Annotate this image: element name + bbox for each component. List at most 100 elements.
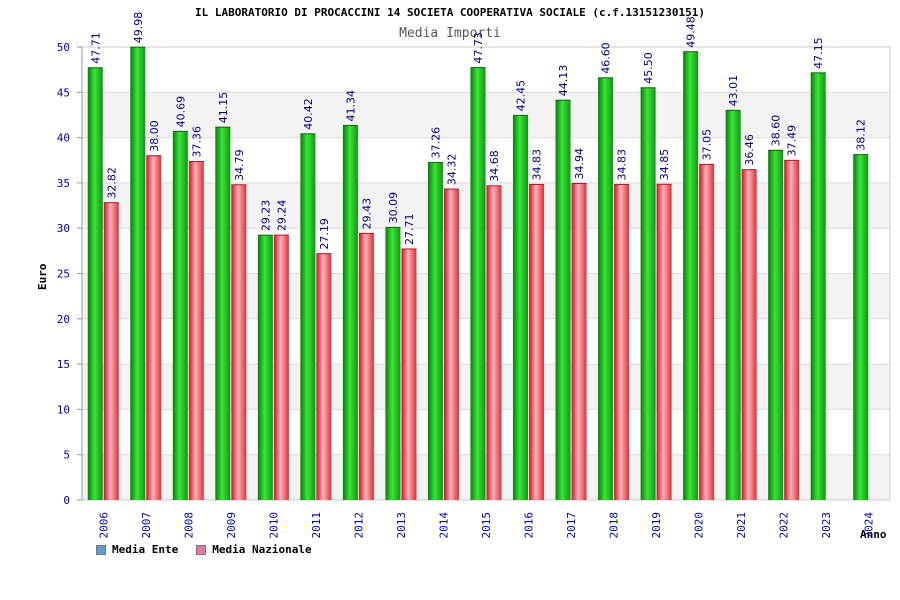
bar-media-nazionale: [103, 202, 119, 500]
data-label: 34.68: [488, 150, 501, 182]
y-tick-label: 15: [57, 358, 70, 371]
data-label: 34.94: [573, 148, 586, 180]
legend-swatch-nazionale: [196, 544, 207, 555]
bar-media-ente: [470, 67, 486, 501]
legend-item-ente: Media Ente: [96, 543, 178, 556]
x-tick-label: 2018: [608, 512, 621, 539]
x-tick-label: 2007: [140, 512, 153, 539]
bar-media-ente: [87, 67, 103, 500]
bar-media-ente: [683, 51, 699, 500]
bar-media-nazionale: [188, 161, 204, 500]
data-label: 29.24: [275, 200, 288, 232]
legend-item-nazionale: Media Nazionale: [196, 543, 312, 556]
bar-media-ente: [853, 154, 869, 500]
y-tick-label: 5: [63, 449, 70, 462]
data-label: 38.60: [770, 115, 783, 147]
bar-media-ente: [513, 115, 529, 500]
y-tick-label: 35: [57, 177, 70, 190]
bar-media-nazionale: [741, 169, 757, 500]
data-label: 34.79: [233, 149, 246, 181]
bar-media-nazionale: [401, 248, 417, 500]
bar-media-nazionale: [656, 184, 672, 500]
x-tick-label: 2016: [523, 512, 536, 539]
bar-media-ente: [427, 162, 443, 501]
x-tick-label: 2008: [182, 512, 195, 539]
x-tick-label: 2011: [310, 512, 323, 539]
bar-media-ente: [172, 131, 188, 500]
bar-media-ente: [725, 110, 741, 500]
y-tick-label: 40: [57, 132, 70, 145]
x-tick-label: 2017: [565, 512, 578, 539]
y-tick-label: 50: [57, 41, 70, 54]
bar-media-nazionale: [614, 184, 630, 501]
bar-media-nazionale: [571, 183, 587, 500]
data-label: 37.49: [786, 125, 799, 157]
bar-media-ente: [257, 235, 273, 500]
data-label: 29.23: [259, 200, 272, 232]
data-label: 29.43: [360, 198, 373, 230]
data-label: 27.71: [403, 213, 416, 245]
x-tick-label: 2024: [863, 512, 876, 539]
bar-media-ente: [300, 133, 316, 500]
data-label: 34.85: [658, 149, 671, 181]
bar-media-nazionale: [699, 164, 715, 500]
data-label: 40.69: [174, 96, 187, 128]
data-label: 47.73: [472, 32, 485, 64]
data-label: 27.19: [318, 218, 331, 250]
x-tick-label: 2020: [693, 512, 706, 539]
data-label: 38.00: [148, 120, 161, 152]
data-label: 45.50: [642, 52, 655, 84]
data-label: 34.83: [616, 149, 629, 181]
bar-media-ente: [810, 72, 826, 501]
bar-media-nazionale: [529, 184, 545, 501]
bar-media-nazionale: [358, 233, 374, 500]
bar-media-ente: [640, 87, 656, 501]
x-tick-label: 2015: [480, 512, 493, 539]
x-axis-label: Anno: [860, 528, 887, 541]
bar-media-ente: [130, 47, 146, 500]
x-tick-label: 2006: [97, 512, 110, 539]
x-tick-label: 2010: [267, 512, 280, 539]
bar-media-nazionale: [486, 185, 502, 500]
bar-media-ente: [555, 100, 571, 501]
data-label: 36.46: [743, 134, 756, 166]
y-tick-label: 45: [57, 86, 70, 99]
bar-media-ente: [342, 125, 358, 501]
bar-media-nazionale: [443, 189, 459, 501]
x-tick-label: 2009: [225, 512, 238, 539]
bar-media-nazionale: [146, 155, 162, 500]
y-tick-label: 30: [57, 222, 70, 235]
bar-media-nazionale: [273, 235, 289, 500]
data-label: 43.01: [727, 75, 740, 107]
data-label: 44.13: [557, 65, 570, 97]
data-label: 47.15: [812, 37, 825, 69]
x-tick-label: 2013: [395, 512, 408, 539]
data-label: 42.45: [515, 80, 528, 112]
bar-media-ente: [215, 127, 231, 500]
data-label: 49.48: [685, 16, 698, 48]
bar-media-nazionale: [231, 184, 247, 500]
legend-label-ente: Media Ente: [112, 543, 179, 556]
y-tick-label: 0: [63, 494, 70, 507]
legend-swatch-ente: [96, 544, 106, 555]
y-tick-label: 25: [57, 268, 70, 281]
data-label: 41.15: [217, 92, 230, 124]
data-label: 38.12: [855, 119, 868, 151]
bar-media-ente: [768, 150, 784, 500]
chart-subtitle: Media Importi: [399, 26, 501, 41]
y-tick-label: 10: [57, 403, 70, 416]
x-tick-label: 2012: [352, 512, 365, 539]
x-tick-label: 2014: [437, 512, 450, 539]
data-label: 46.60: [600, 42, 613, 74]
data-label: 37.26: [429, 127, 442, 159]
data-label: 49.98: [132, 12, 145, 44]
data-label: 40.42: [302, 98, 315, 130]
y-tick-label: 20: [57, 313, 70, 326]
x-tick-label: 2019: [650, 512, 663, 539]
bar-media-nazionale: [316, 253, 332, 500]
grid-band: [82, 47, 890, 93]
bar-media-nazionale: [784, 160, 800, 500]
data-label: 41.34: [344, 90, 357, 122]
data-label: 30.09: [387, 192, 400, 224]
